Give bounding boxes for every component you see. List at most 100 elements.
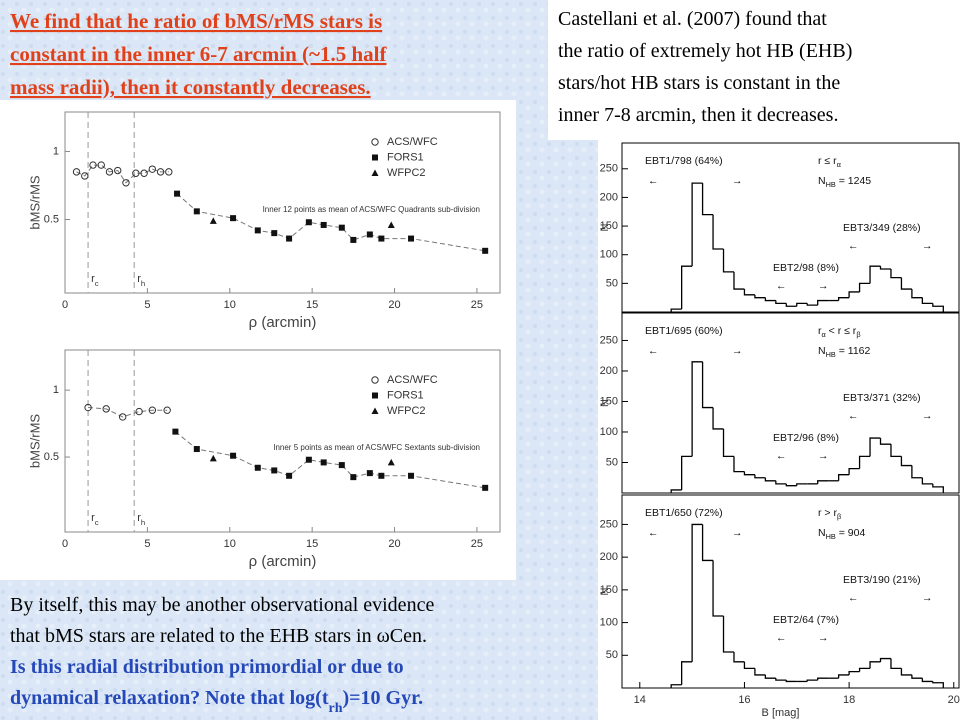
histogram-bin (785, 483, 797, 487)
x-tick-label: 20 (948, 694, 960, 706)
y-tick-label: 1 (53, 384, 59, 396)
legend-label: FORS1 (387, 389, 424, 401)
arrow: → (922, 592, 933, 604)
text-part: r (91, 512, 95, 524)
histogram-bin (848, 291, 860, 298)
histogram-bin (921, 678, 933, 683)
y-axis-label: bMS/rMS (27, 414, 42, 469)
hb-count: NHB = 1245 (818, 175, 871, 190)
y-axis-label: bMS/rMS (27, 175, 42, 230)
point (72, 168, 81, 176)
point (230, 215, 237, 222)
x-tick-label: 20 (388, 299, 400, 311)
point (408, 235, 415, 242)
histogram-bin (775, 300, 787, 305)
y-tick-label: 50 (606, 456, 618, 468)
subscript: h (141, 279, 145, 288)
group-label: EBT2/96 (8%) (773, 432, 839, 444)
y-tick-label: 150 (600, 395, 618, 407)
y-tick-label: 0.5 (44, 213, 59, 225)
histogram-bin (817, 677, 829, 681)
y-tick-label: 0.5 (44, 451, 59, 463)
legend-marker (372, 392, 378, 399)
subscript: HB (826, 180, 836, 189)
text-part: )=10 Gyr. (343, 687, 424, 709)
arrow: ← (648, 345, 659, 357)
text-part: r (137, 512, 141, 524)
point (338, 224, 345, 231)
point (209, 454, 217, 462)
histogram-bin (754, 668, 766, 676)
point (320, 459, 327, 466)
histogram-bin (775, 480, 787, 485)
reference-label: rc (91, 273, 99, 288)
histogram-bin (754, 294, 766, 299)
x-tick-label: 0 (62, 299, 68, 311)
point (132, 169, 140, 177)
histogram-bin (890, 269, 902, 279)
text-part: = 1245 (836, 175, 871, 187)
point (378, 235, 385, 242)
legend-marker (371, 169, 379, 176)
histogram-bin (890, 444, 902, 458)
point (174, 190, 181, 197)
histogram-bin (691, 361, 703, 457)
text-part: dynamical relaxation? Note that log(t (10, 687, 329, 709)
subscript: β (837, 512, 841, 521)
histogram-bin (733, 652, 745, 663)
y-tick-label: 100 (600, 616, 618, 628)
point (97, 161, 105, 169)
castellani-line: stars/hot HB stars is constant in the (558, 72, 840, 94)
subscript: HB (826, 532, 836, 541)
point (286, 472, 293, 479)
castellani-line: inner 7-8 arcmin, then it decreases. (558, 104, 838, 126)
y-tick-label: 50 (606, 277, 618, 289)
point (135, 407, 143, 416)
group-label: EBT2/64 (7%) (773, 614, 839, 626)
point (118, 413, 127, 421)
point (114, 166, 122, 175)
point (172, 428, 179, 435)
point (338, 462, 345, 469)
y-tick-label: 100 (600, 426, 618, 438)
x-tick-label: 16 (738, 694, 750, 706)
arrow: → (818, 632, 829, 644)
histogram-bin (900, 456, 912, 467)
y-tick-label: 250 (600, 518, 618, 530)
claim-line: constant in the inner 6-7 arcmin (~1.5 h… (10, 42, 387, 66)
y-tick-label: 200 (600, 551, 618, 563)
y-axis-label: N (599, 223, 611, 231)
histogram-bin (743, 471, 755, 476)
x-tick-label: 15 (306, 538, 318, 550)
histogram-bin (681, 661, 693, 685)
annotation: Inner 12 points as mean of ACS/WFC Quadr… (263, 205, 480, 214)
histogram-bin (911, 289, 923, 299)
histogram-bin (858, 455, 871, 469)
arrow: ← (776, 280, 787, 292)
subscript: HB (826, 350, 836, 359)
arrow: → (732, 527, 743, 539)
legend-marker (372, 154, 378, 161)
y-tick-label: 150 (600, 584, 618, 596)
subscript: c (95, 279, 99, 288)
histogram-bin (858, 282, 871, 292)
legend-label: WFPC2 (387, 167, 426, 179)
text-part: N (818, 345, 826, 357)
histogram-bin (733, 271, 745, 290)
histogram-bin (691, 523, 703, 662)
condition: r > rβ (818, 507, 841, 522)
arrow: → (922, 410, 933, 422)
x-tick-label: 20 (388, 538, 400, 550)
point (350, 236, 357, 243)
point (482, 484, 489, 491)
group-label: EBT3/349 (28%) (843, 222, 921, 234)
x-tick-label: 18 (843, 694, 855, 706)
histogram-bin (785, 680, 797, 683)
histogram-bin (775, 678, 787, 681)
text-part: = 904 (836, 527, 866, 539)
point (105, 168, 114, 176)
histogram-bin (722, 428, 734, 458)
point (193, 446, 200, 453)
point (140, 169, 148, 177)
arrow: → (732, 175, 743, 187)
